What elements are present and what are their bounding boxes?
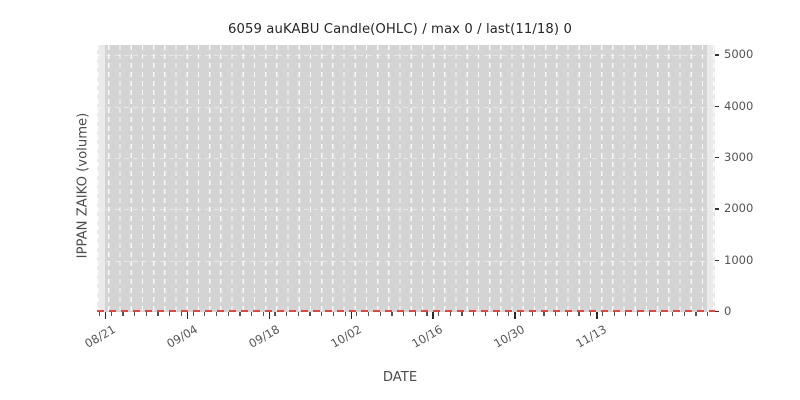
y-tick-mark — [715, 259, 719, 262]
x-tick-minor — [683, 312, 685, 316]
x-tick-minor — [496, 312, 498, 316]
x-tick-minor — [484, 312, 487, 316]
x-tick-major — [186, 312, 189, 319]
x-tick-label: 08/21 — [82, 322, 118, 351]
x-tick-minor — [110, 312, 112, 316]
y-tick-label: 0 — [724, 304, 732, 318]
x-tick-minor — [262, 312, 264, 316]
x-tick-minor — [227, 312, 229, 316]
x-tick-minor — [367, 312, 370, 316]
x-tick-minor — [414, 312, 416, 316]
y-tick-label: 4000 — [724, 98, 754, 113]
x-axis-title: DATE — [382, 370, 418, 385]
gridline-horizontal — [97, 106, 715, 108]
x-tick-minor — [438, 312, 440, 316]
x-tick-minor — [297, 312, 299, 316]
x-tick-minor — [590, 312, 592, 316]
x-tick-minor — [274, 312, 276, 316]
series-line-ippan-zaiko — [97, 310, 715, 312]
x-tick-minor — [695, 312, 697, 316]
x-tick-minor — [180, 312, 183, 316]
x-tick-major — [268, 312, 271, 319]
y-tick-mark — [715, 156, 719, 159]
y-tick-mark — [715, 208, 719, 210]
x-tick-major — [105, 312, 107, 319]
x-tick-label: 09/04 — [164, 322, 200, 351]
x-tick-minor — [286, 312, 288, 316]
y-tick-label: 5000 — [724, 47, 754, 62]
x-tick-minor — [145, 312, 147, 316]
x-tick-minor — [426, 312, 428, 316]
x-tick-minor — [122, 312, 124, 316]
horizontal-gridlines — [97, 45, 715, 312]
x-tick-minor — [215, 312, 218, 316]
x-tick-minor — [251, 312, 253, 316]
x-tick-minor — [309, 312, 311, 316]
gridline-horizontal — [97, 157, 715, 159]
x-tick-minor — [660, 312, 662, 316]
x-tick-minor — [566, 312, 568, 316]
x-tick-label: 10/30 — [491, 322, 528, 351]
gridline-horizontal — [97, 260, 715, 262]
x-tick-major — [514, 312, 516, 319]
plot-area[interactable] — [97, 45, 715, 312]
x-tick-minor — [379, 312, 381, 316]
chart-title: 6059 auKABU Candle(OHLC) / max 0 / last(… — [228, 22, 572, 37]
x-tick-minor — [134, 312, 136, 316]
y-tick-mark — [715, 105, 719, 107]
x-tick-minor — [671, 312, 674, 316]
x-tick-label: 09/18 — [245, 322, 282, 351]
x-tick-minor — [531, 312, 533, 316]
gridline-horizontal — [97, 55, 715, 57]
x-tick-major — [432, 312, 434, 319]
x-tick-minor — [239, 312, 241, 316]
x-tick-minor — [636, 312, 639, 316]
x-tick-minor — [344, 312, 346, 316]
x-tick-minor — [204, 312, 206, 316]
x-tick-label: 10/02 — [327, 322, 364, 351]
x-tick-minor — [543, 312, 545, 316]
x-tick-minor — [169, 312, 171, 316]
x-tick-minor — [519, 312, 522, 316]
x-tick-minor — [157, 312, 159, 316]
y-tick-mark — [715, 311, 719, 313]
x-tick-minor — [707, 312, 709, 316]
y-tick-mark — [715, 54, 719, 56]
x-axis-ticks — [97, 312, 715, 320]
x-tick-minor — [449, 312, 451, 316]
x-tick-major — [596, 312, 598, 319]
y-tick-label: 2000 — [724, 201, 754, 216]
x-tick-minor — [473, 312, 475, 316]
x-tick-minor — [321, 312, 323, 316]
x-tick-minor — [391, 312, 393, 316]
x-tick-minor — [332, 312, 335, 316]
x-tick-minor — [99, 312, 101, 316]
vertical-gridlines — [97, 45, 715, 312]
x-tick-minor — [403, 312, 405, 316]
x-tick-label: 11/13 — [573, 322, 610, 351]
x-tick-minor — [461, 312, 463, 316]
x-tick-minor — [356, 312, 358, 316]
gridline-horizontal — [97, 209, 715, 211]
y-tick-label: 3000 — [724, 149, 754, 164]
x-tick-minor — [508, 312, 510, 316]
x-tick-minor — [601, 312, 603, 316]
x-tick-label: 10/16 — [409, 322, 446, 351]
x-tick-minor — [555, 312, 557, 316]
y-tick-label: 1000 — [724, 252, 754, 267]
x-tick-minor — [613, 312, 615, 316]
x-tick-minor — [648, 312, 650, 316]
x-tick-major — [350, 312, 352, 319]
x-tick-minor — [578, 312, 580, 316]
y-axis-title: IPPAN ZAIKO (volume) — [75, 112, 91, 259]
x-tick-minor — [625, 312, 627, 316]
x-tick-minor — [192, 312, 194, 316]
